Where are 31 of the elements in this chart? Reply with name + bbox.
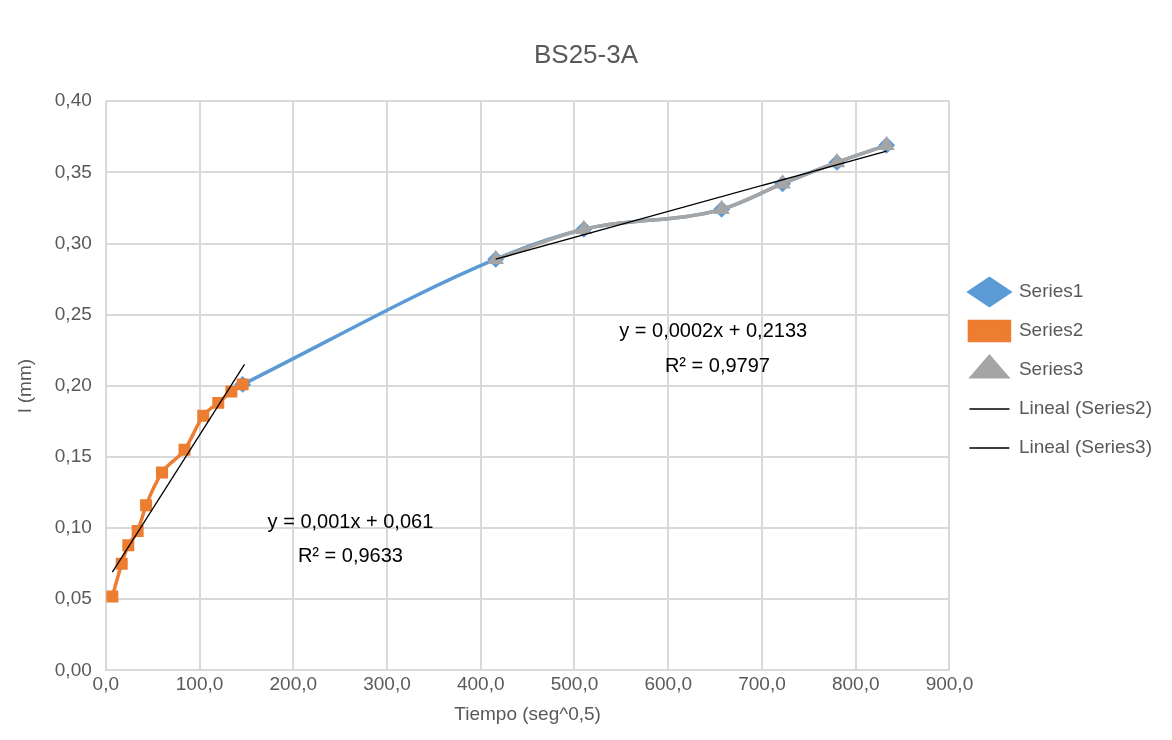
x-tick-label: 700,0 (738, 673, 786, 695)
y-tick-label: 0,25 (54, 302, 92, 324)
y-axis-title: l (mm) (13, 358, 35, 413)
x-tick-label: 800,0 (831, 673, 880, 695)
x-tick-label: 0,0 (92, 673, 119, 695)
annotation: R² = 0,9633 (297, 544, 403, 567)
y-tick-label: 0,35 (54, 160, 92, 182)
annotation: R² = 0,9797 (664, 353, 770, 376)
x-tick-label: 100,0 (175, 673, 224, 695)
x-tick-label: 900,0 (925, 673, 974, 695)
x-tick-label: 500,0 (550, 673, 599, 695)
x-tick-label: 200,0 (269, 673, 318, 695)
y-tick-label: 0,15 (54, 445, 92, 467)
x-tick-label: 600,0 (644, 673, 692, 695)
legend-label: Series3 (1018, 358, 1084, 380)
y-tick-label: 0,10 (54, 516, 92, 538)
y-tick-label: 0,05 (54, 587, 92, 609)
x-tick-label: 400,0 (456, 673, 505, 695)
y-tick-label: 0,30 (54, 231, 92, 253)
annotation: y = 0,001x + 0,061 (267, 509, 434, 532)
y-tick-label: 0,00 (54, 658, 92, 680)
legend-label: Series2 (1018, 319, 1084, 341)
annotation: y = 0,0002x + 0,2133 (619, 319, 808, 342)
chart-title: BS25-3A (533, 38, 639, 69)
legend-label: Lineal (Series3) (1018, 436, 1153, 458)
legend-label: Series1 (1018, 280, 1084, 302)
x-axis-title: Tiempo (seg^0,5) (454, 702, 601, 724)
legend-label: Lineal (Series2) (1018, 397, 1153, 419)
y-tick-label: 0,20 (54, 374, 92, 396)
x-tick-label: 300,0 (363, 673, 411, 695)
y-tick-label: 0,40 (54, 89, 92, 111)
